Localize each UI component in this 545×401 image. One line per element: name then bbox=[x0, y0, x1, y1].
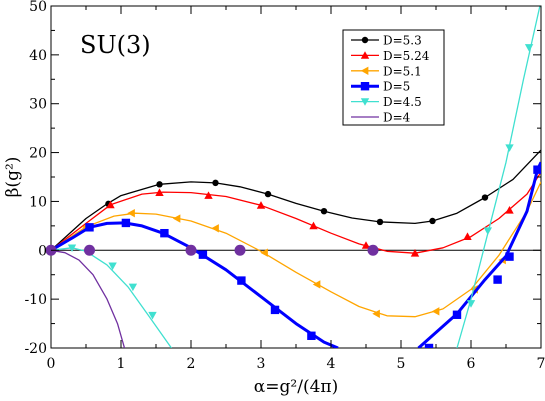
legend-label: D=5 bbox=[383, 80, 410, 94]
x-tick-label: 1 bbox=[117, 356, 126, 372]
data-point bbox=[376, 218, 384, 226]
data-point bbox=[452, 310, 462, 319]
x-tick-label: 7 bbox=[537, 356, 545, 372]
series-D=5 bbox=[51, 161, 541, 348]
data-point bbox=[204, 191, 213, 199]
y-axis-label: β(g²) bbox=[3, 157, 23, 198]
x-tick-label: 2 bbox=[187, 356, 196, 372]
data-point bbox=[309, 221, 318, 230]
data-point bbox=[160, 228, 169, 238]
legend-item: D=5 bbox=[351, 80, 410, 94]
x-axis-label: α=g²/(4π) bbox=[254, 377, 338, 397]
data-point bbox=[481, 194, 489, 201]
data-point bbox=[505, 206, 514, 214]
legend-marker bbox=[360, 66, 369, 75]
chart-title: SU(3) bbox=[80, 31, 151, 59]
y-tick-label: 40 bbox=[29, 48, 47, 64]
data-point bbox=[212, 179, 219, 187]
data-point bbox=[198, 250, 208, 259]
zero-crossing-point bbox=[84, 244, 95, 256]
x-tick-label: 6 bbox=[467, 356, 476, 372]
legend-marker bbox=[360, 82, 370, 91]
data-point bbox=[67, 244, 77, 253]
y-tick-label: 50 bbox=[29, 0, 47, 15]
legend-label: D=5.24 bbox=[383, 49, 430, 63]
x-tick-label: 3 bbox=[257, 356, 266, 372]
legend-item: D=4.5 bbox=[351, 95, 422, 109]
legend-label: D=4.5 bbox=[383, 95, 422, 109]
data-point bbox=[256, 201, 266, 209]
y-tick-label: 20 bbox=[29, 146, 47, 162]
y-tick-label: 10 bbox=[29, 194, 47, 210]
data-point bbox=[431, 307, 440, 316]
legend-label: D=5.1 bbox=[383, 64, 422, 78]
zero-crossing-point bbox=[234, 244, 246, 256]
data-point bbox=[361, 241, 371, 249]
y-tick-label: -20 bbox=[24, 341, 47, 357]
data-point bbox=[172, 214, 181, 223]
data-point bbox=[264, 190, 272, 198]
series-D=5.3 bbox=[51, 149, 541, 251]
data-point bbox=[237, 276, 246, 285]
data-point bbox=[155, 188, 164, 196]
data-point bbox=[483, 227, 492, 235]
data-point bbox=[127, 208, 135, 218]
legend-marker bbox=[360, 51, 370, 59]
legend-marker bbox=[361, 36, 369, 44]
legend-item: D=5.1 bbox=[351, 64, 422, 78]
data-point bbox=[270, 305, 280, 315]
data-point bbox=[410, 249, 420, 257]
legend-label: D=5.3 bbox=[383, 34, 422, 48]
legend: D=5.3D=5.24D=5.1 D=5D=4.5 D=4 bbox=[342, 29, 445, 126]
legend-box bbox=[342, 29, 445, 126]
data-point bbox=[108, 262, 117, 271]
data-point bbox=[533, 165, 541, 174]
axis-ticks: 0 1 2 3 4 5 6 7 -20 -10 0 10 20 30 40 50 bbox=[24, 0, 545, 372]
series-layer bbox=[51, 6, 541, 348]
data-point bbox=[429, 217, 436, 225]
data-point bbox=[148, 311, 157, 320]
data-point bbox=[106, 200, 115, 209]
data-point bbox=[505, 144, 514, 152]
legend-item: D=4 bbox=[351, 111, 411, 125]
series-line bbox=[51, 249, 126, 348]
data-point bbox=[260, 248, 268, 257]
data-point bbox=[307, 331, 316, 340]
data-point bbox=[211, 224, 219, 233]
y-tick-label: -10 bbox=[24, 292, 47, 308]
data-point bbox=[424, 343, 434, 348]
data-point bbox=[121, 218, 131, 228]
data-point bbox=[372, 309, 380, 318]
series-D=5.24 bbox=[51, 171, 541, 257]
legend-item: D=5.3 bbox=[351, 34, 422, 48]
legend-item: D=5.24 bbox=[351, 49, 430, 63]
data-point bbox=[320, 208, 328, 215]
data-point bbox=[493, 275, 502, 284]
y-tick-label: 0 bbox=[38, 243, 47, 259]
series-line bbox=[51, 149, 541, 251]
data-point bbox=[524, 44, 534, 52]
data-point bbox=[463, 232, 472, 240]
data-point bbox=[156, 181, 163, 188]
zero-crossing-point bbox=[185, 244, 197, 256]
legend-label: D=4 bbox=[383, 111, 411, 125]
data-point bbox=[128, 283, 138, 292]
zero-crossing-point bbox=[367, 244, 379, 256]
series-D=4 bbox=[51, 249, 126, 348]
y-tick-label: 30 bbox=[29, 97, 47, 113]
x-tick-label: 5 bbox=[397, 356, 406, 372]
series-line bbox=[456, 6, 541, 348]
data-point bbox=[466, 300, 476, 308]
data-point bbox=[85, 223, 94, 232]
x-tick-label: 4 bbox=[327, 356, 336, 372]
data-point bbox=[505, 252, 514, 261]
plot-area bbox=[50, 5, 542, 349]
series-D=4.5 bbox=[51, 6, 541, 348]
zero-crossings bbox=[45, 244, 379, 256]
legend-marker bbox=[360, 98, 370, 106]
data-point bbox=[312, 280, 321, 289]
x-tick-label: 0 bbox=[47, 356, 56, 372]
